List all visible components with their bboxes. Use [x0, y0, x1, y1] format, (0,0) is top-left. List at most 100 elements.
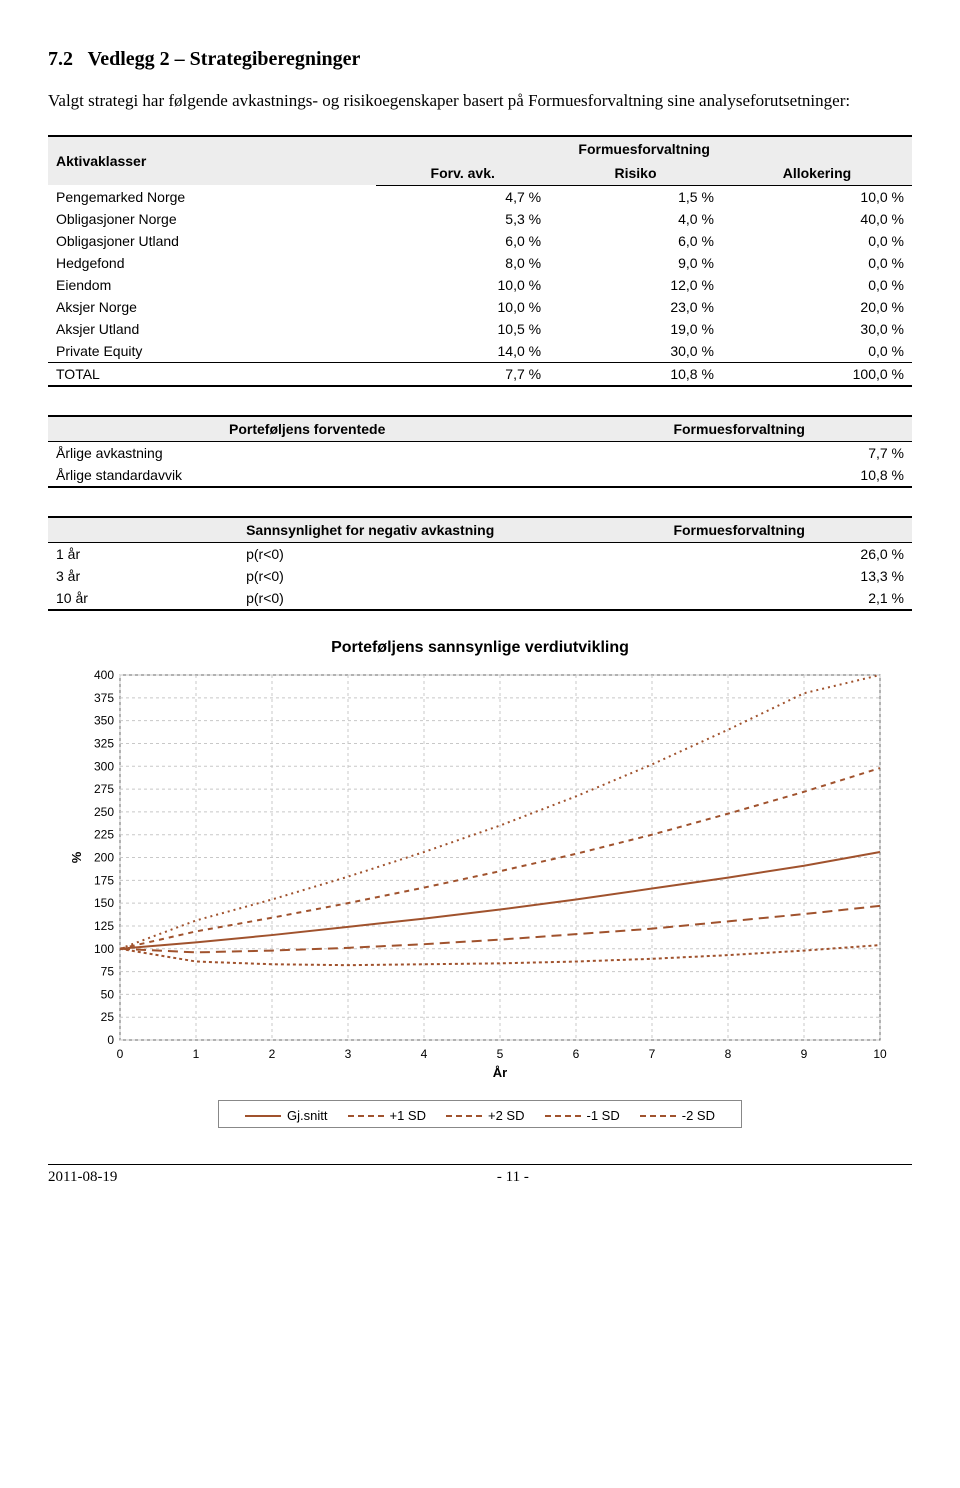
legend-label: Gj.snitt [287, 1108, 327, 1123]
cell-risk: 6,0 % [549, 230, 722, 252]
cell-risk: 4,0 % [549, 208, 722, 230]
cell-risk: 1,5 % [549, 185, 722, 208]
cell-alloc: 20,0 % [722, 296, 912, 318]
cell-forv: 7,7 % [376, 362, 549, 386]
cell-forv: 10,5 % [376, 318, 549, 340]
cell-name: Eiendom [48, 274, 376, 296]
legend-item: Gj.snitt [245, 1108, 327, 1123]
svg-text:4: 4 [421, 1047, 428, 1061]
legend-label: +1 SD [390, 1108, 427, 1123]
cell-forv: 5,3 % [376, 208, 549, 230]
cell-val: 10,8 % [566, 464, 912, 487]
cell-forv: 6,0 % [376, 230, 549, 252]
cell-name: Obligasjoner Utland [48, 230, 376, 252]
cell-risk: 30,0 % [549, 340, 722, 363]
table-row: Årlige standardavvik10,8 % [48, 464, 912, 487]
cell-alloc: 40,0 % [722, 208, 912, 230]
cell-name: 1 år [48, 542, 238, 565]
cell-name: TOTAL [48, 362, 376, 386]
table-row: 10 årp(r<0)2,1 % [48, 587, 912, 610]
cell-name: 3 år [48, 565, 238, 587]
cell-p: p(r<0) [238, 587, 566, 610]
table-row: Private Equity14,0 %30,0 %0,0 % [48, 340, 912, 363]
svg-text:200: 200 [94, 850, 114, 864]
svg-text:2: 2 [269, 1047, 276, 1061]
table-row: Aksjer Norge10,0 %23,0 %20,0 % [48, 296, 912, 318]
cell-name: Private Equity [48, 340, 376, 363]
expected-table: Porteføljens forventede Formuesforvaltni… [48, 415, 912, 488]
svg-text:175: 175 [94, 873, 114, 887]
svg-text:225: 225 [94, 827, 114, 841]
th-expected: Porteføljens forventede [48, 416, 566, 442]
table-row: Årlige avkastning7,7 % [48, 441, 912, 464]
svg-text:5: 5 [497, 1047, 504, 1061]
svg-text:9: 9 [801, 1047, 808, 1061]
table-row: Pengemarked Norge4,7 %1,5 %10,0 % [48, 185, 912, 208]
table-row: Obligasjoner Utland6,0 %6,0 %0,0 % [48, 230, 912, 252]
svg-text:0: 0 [117, 1047, 124, 1061]
th-prob-r: Formuesforvaltning [566, 517, 912, 543]
svg-text:0: 0 [107, 1033, 114, 1047]
legend-swatch [348, 1115, 384, 1117]
cell-risk: 23,0 % [549, 296, 722, 318]
svg-text:325: 325 [94, 736, 114, 750]
table-row: 3 årp(r<0)13,3 % [48, 565, 912, 587]
svg-text:8: 8 [725, 1047, 732, 1061]
cell-forv: 10,0 % [376, 296, 549, 318]
chart-svg: 0123456789100255075100125150175200225250… [65, 665, 895, 1085]
th-group: Formuesforvaltning [376, 136, 912, 161]
th-alloc: Allokering [722, 161, 912, 186]
svg-text:3: 3 [345, 1047, 352, 1061]
svg-text:350: 350 [94, 713, 114, 727]
svg-text:1: 1 [193, 1047, 200, 1061]
svg-text:100: 100 [94, 942, 114, 956]
page-footer: 2011-08-19 - 11 - . [48, 1164, 912, 1186]
cell-name: Årlige avkastning [48, 441, 566, 464]
probability-table: Sannsynlighet for negativ avkastning For… [48, 516, 912, 611]
cell-name: Obligasjoner Norge [48, 208, 376, 230]
chart-container: Porteføljens sannsynlige verdiutvikling … [48, 639, 912, 1129]
svg-text:7: 7 [649, 1047, 656, 1061]
svg-text:125: 125 [94, 919, 114, 933]
svg-text:275: 275 [94, 782, 114, 796]
cell-name: Aksjer Norge [48, 296, 376, 318]
cell-alloc: 0,0 % [722, 252, 912, 274]
cell-forv: 4,7 % [376, 185, 549, 208]
cell-alloc: 10,0 % [722, 185, 912, 208]
cell-forv: 8,0 % [376, 252, 549, 274]
svg-text:375: 375 [94, 691, 114, 705]
table-row: Eiendom10,0 %12,0 %0,0 % [48, 274, 912, 296]
footer-page: - 11 - [497, 1169, 529, 1186]
svg-text:50: 50 [101, 987, 115, 1001]
table-row: Obligasjoner Norge5,3 %4,0 %40,0 % [48, 208, 912, 230]
legend-label: -1 SD [587, 1108, 620, 1123]
section-number: 7.2 [48, 48, 73, 70]
svg-text:75: 75 [101, 964, 115, 978]
cell-risk: 10,8 % [549, 362, 722, 386]
cell-p: p(r<0) [238, 542, 566, 565]
footer-date: 2011-08-19 [48, 1169, 117, 1186]
legend-swatch [446, 1115, 482, 1117]
svg-text:År: År [493, 1065, 507, 1080]
legend-swatch [245, 1115, 281, 1117]
chart-legend: Gj.snitt +1 SD +2 SD -1 SD -2 SD [218, 1100, 742, 1129]
table-row-total: TOTAL7,7 %10,8 %100,0 % [48, 362, 912, 386]
asset-class-table: Aktivaklasser Formuesforvaltning Forv. a… [48, 135, 912, 387]
legend-swatch [640, 1115, 676, 1117]
th-asset: Aktivaklasser [48, 136, 376, 186]
cell-risk: 9,0 % [549, 252, 722, 274]
svg-text:400: 400 [94, 668, 114, 682]
svg-text:25: 25 [101, 1010, 115, 1024]
table-row: 1 årp(r<0)26,0 % [48, 542, 912, 565]
legend-item: +2 SD [446, 1108, 525, 1123]
table-row: Aksjer Utland10,5 %19,0 %30,0 % [48, 318, 912, 340]
cell-val: 13,3 % [566, 565, 912, 587]
cell-forv: 10,0 % [376, 274, 549, 296]
svg-text:%: % [69, 851, 84, 863]
cell-alloc: 0,0 % [722, 274, 912, 296]
intro-paragraph: Valgt strategi har følgende avkastnings-… [48, 89, 912, 113]
cell-risk: 12,0 % [549, 274, 722, 296]
legend-label: +2 SD [488, 1108, 525, 1123]
legend-label: -2 SD [682, 1108, 715, 1123]
cell-name: Pengemarked Norge [48, 185, 376, 208]
